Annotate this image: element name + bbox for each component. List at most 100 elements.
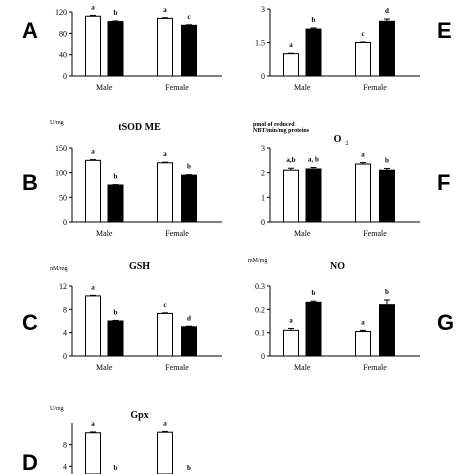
significance-label-d: b	[187, 464, 191, 472]
bar-f-control	[283, 169, 299, 223]
y-tick-label-b: 100	[55, 169, 67, 178]
x-category-label-g: Male	[294, 363, 311, 372]
y-tick-label-a: 120	[55, 8, 67, 17]
bar-a-treated	[107, 21, 124, 77]
significance-label-f: b	[385, 156, 389, 164]
y-tick-label-a: 40	[59, 51, 67, 60]
y-tick-label-d: 4	[63, 462, 67, 471]
panel-letter-g: G	[437, 310, 454, 335]
chart-title-f: O	[334, 134, 342, 145]
x-category-label-b: Female	[165, 229, 189, 238]
x-category-label-g: Female	[363, 363, 387, 372]
significance-label-b: a	[91, 148, 95, 156]
y-tick-label-a: 0	[63, 72, 67, 81]
y-tick-label-g: 0.2	[255, 305, 265, 314]
bar-c-treated	[181, 326, 197, 357]
bar-d-control	[157, 431, 173, 474]
bar-g-control	[355, 331, 371, 357]
y-tick-label-c: 4	[63, 329, 67, 338]
x-category-label-a: Male	[96, 83, 113, 92]
chart-title-d: Gpx	[130, 410, 148, 421]
significance-label-b: a	[163, 150, 167, 158]
bar-b-treated	[181, 174, 197, 223]
chart-title-subscript-f: 2	[346, 141, 349, 147]
y-tick-label-b: 150	[55, 144, 67, 153]
significance-label-f: a	[361, 151, 365, 159]
bar-b-control	[157, 162, 173, 223]
significance-label-a: a	[163, 6, 167, 14]
bar-g-control	[283, 329, 299, 357]
x-category-label-c: Female	[165, 363, 189, 372]
bar-b-treated	[107, 184, 124, 223]
significance-label-d: a	[91, 420, 95, 428]
significance-label-d: b	[114, 464, 118, 472]
y-tick-label-b: 0	[63, 218, 67, 227]
significance-label-g: b	[385, 288, 389, 296]
y-tick-label-c: 0	[63, 352, 67, 361]
bar-f-control	[355, 163, 371, 223]
significance-label-e: c	[361, 30, 364, 38]
significance-label-e: b	[312, 16, 316, 24]
y-tick-label-c: 8	[63, 305, 67, 314]
x-category-label-a: Female	[165, 83, 189, 92]
significance-label-a: c	[187, 13, 190, 21]
y-unit-label-f: pmol of reduced	[253, 122, 295, 128]
y-tick-label-f: 1	[261, 193, 265, 202]
y-unit-label-b: U/mg	[50, 120, 64, 126]
panel-letter-c: C	[22, 310, 38, 335]
y-tick-label-g: 0	[261, 352, 265, 361]
significance-label-b: b	[187, 163, 191, 171]
significance-label-e: a	[289, 41, 293, 49]
significance-label-c: d	[187, 314, 191, 322]
bar-e-treated	[379, 20, 395, 77]
y-tick-label-e: 3	[261, 5, 265, 14]
significance-label-g: b	[312, 289, 316, 297]
significance-label-c: a	[91, 283, 95, 291]
chart-title-b: tSOD ME	[118, 122, 161, 133]
y-tick-label-b: 50	[59, 193, 67, 202]
x-category-label-e: Male	[294, 83, 311, 92]
x-category-label-f: Male	[294, 229, 311, 238]
bar-b-control	[85, 159, 101, 223]
y-unit-label-c: nM/mg	[50, 266, 68, 272]
bar-a-treated	[181, 24, 197, 77]
significance-label-d: a	[163, 419, 167, 427]
bar-e-control	[283, 53, 299, 77]
y-tick-label-e: 1.5	[255, 39, 265, 48]
significance-label-e: d	[385, 7, 389, 15]
significance-label-a: a	[91, 3, 95, 11]
y-tick-label-f: 3	[261, 144, 265, 153]
y-tick-label-e: 0	[261, 72, 265, 81]
panel-letter-e: E	[437, 18, 452, 43]
y-unit-label-d: U/mg	[50, 406, 64, 412]
bar-e-treated	[305, 28, 322, 77]
significance-label-g: a	[289, 316, 293, 324]
bar-c-control	[85, 295, 101, 357]
y-tick-label-a: 80	[59, 29, 67, 38]
significance-label-g: a	[361, 318, 365, 326]
y-tick-label-g: 0.1	[255, 329, 265, 338]
y-tick-label-f: 0	[261, 218, 265, 227]
chart-title-g: NO	[330, 261, 345, 272]
y-tick-label-c: 12	[59, 282, 67, 291]
y-unit-label-f: NBT/min/mg proteins	[253, 128, 310, 134]
panel-letter-d: D	[22, 450, 38, 474]
bar-a-control	[85, 15, 101, 77]
bar-a-control	[157, 17, 173, 77]
significance-label-c: c	[163, 301, 166, 309]
panel-letter-a: A	[22, 18, 38, 43]
bar-c-treated	[107, 320, 124, 357]
bar-g-treated	[305, 301, 322, 357]
significance-label-f: a,b	[286, 156, 295, 164]
x-category-label-c: Male	[96, 363, 113, 372]
y-unit-label-g: mM/mg	[248, 258, 267, 264]
bar-f-treated	[305, 168, 322, 223]
bar-e-control	[355, 42, 371, 77]
significance-label-c: b	[114, 308, 118, 316]
significance-label-f: a, b	[308, 155, 319, 163]
x-category-label-b: Male	[96, 229, 113, 238]
panel-letter-f: F	[437, 170, 450, 195]
bar-f-treated	[379, 169, 395, 223]
bar-c-control	[157, 312, 173, 357]
y-tick-label-d: 8	[63, 441, 67, 450]
